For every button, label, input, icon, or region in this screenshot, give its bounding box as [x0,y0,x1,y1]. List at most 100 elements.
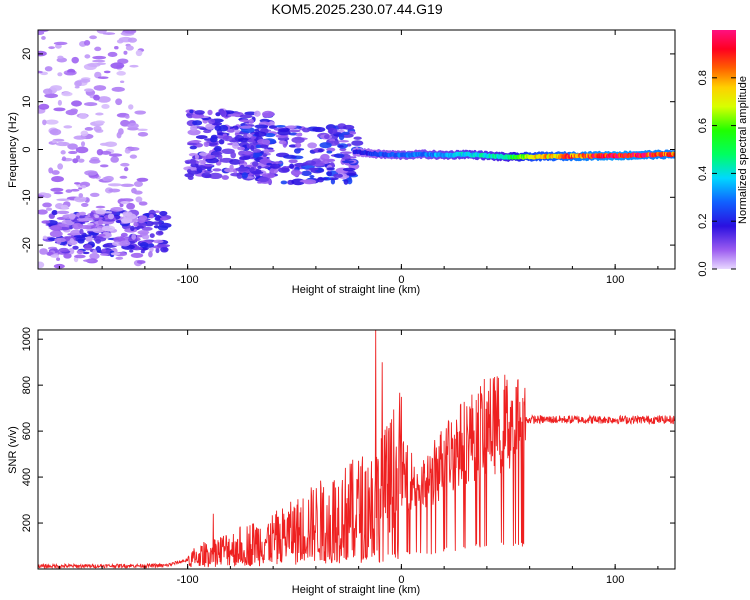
spectral-blob [194,110,205,115]
spectral-blob [45,207,53,211]
spectral-blob [42,119,47,126]
spectral-blob [92,55,107,60]
spectral-blob [197,159,207,164]
spectral-blob [115,256,124,260]
spectral-blob [239,125,253,129]
spectral-blob [100,253,109,256]
spectral-blob [254,131,267,137]
spectral-blob [114,45,119,50]
spectral-blob [83,102,98,107]
spectral-blob [82,259,95,263]
spectral-blob [270,163,281,169]
spectral-blob [73,234,87,238]
y-tick-label: 1000 [21,327,33,351]
spectral-blob [231,142,240,149]
spectral-blob [73,135,87,140]
spectral-blob [153,225,160,229]
spectral-blob [42,88,53,95]
spectral-blob [324,134,330,140]
spectral-blob [82,251,90,255]
spectral-blob [48,46,55,50]
spectral-blob [108,183,122,187]
spectrogram-x-label: Height of straight line (km) [292,284,420,296]
spectral-blob [49,224,62,231]
spectral-blob [100,150,112,155]
spectral-blob [224,167,236,173]
spectral-blob [85,228,100,232]
spectral-blob [212,168,222,172]
spectral-blob [215,112,221,117]
spectral-blob [57,72,63,77]
spectral-blob [97,96,111,103]
spectral-blob [69,108,79,113]
spectral-blob [38,70,43,74]
spectral-blob [149,233,155,238]
colorbar-ticks: 0.0 0.2 0.4 0.6 0.8 [697,70,736,277]
spectral-blob [187,175,194,180]
spectral-blob [68,213,76,220]
spectral-blob [125,45,134,51]
spectral-blob [120,200,131,205]
spectral-blob [257,165,262,170]
spectral-blob [110,207,124,212]
spectral-blob [157,225,169,231]
spectral-blob [38,30,45,35]
spectral-blob [189,158,196,165]
spectral-blob [61,91,73,97]
x-tick-label: 100 [606,574,624,586]
spectral-blob [130,30,136,33]
spectral-blob [327,127,338,135]
spectral-blob [222,135,233,142]
spectral-blob [51,139,57,144]
spectral-blob [252,161,259,167]
spectral-blob [338,133,345,141]
spectral-blob [74,182,81,185]
spectral-blob [53,191,64,195]
colorbar-tick-label: 0.4 [697,166,709,181]
spectral-blob [83,40,91,46]
spectral-blob [55,141,70,147]
spectral-blob [294,171,303,175]
spectral-blob [79,228,84,235]
spectral-blob [94,215,100,219]
spectral-blob [89,192,100,197]
spectral-blob [275,124,286,128]
spectral-blob [243,151,253,155]
spectral-blob [57,163,64,170]
spectral-blob [92,59,106,63]
spectral-blob [115,98,123,106]
spectral-blob [160,246,169,253]
spectral-blob [129,249,134,253]
spectral-blob [116,39,124,44]
spectral-blob [96,62,106,66]
spectral-blob [248,167,255,172]
spectral-blob [204,169,213,174]
spectral-blob [119,175,128,179]
spectral-blob [322,159,330,165]
colorbar-tick-label: 0.6 [697,118,709,133]
colorbar: 0.0 0.2 0.4 0.6 0.8 Normalized spectral ampl… [697,30,749,277]
spectral-blob [239,114,253,119]
snr-data [38,330,675,569]
spectral-blob [87,222,94,226]
spectral-blob [128,104,134,110]
spectral-blob [93,125,102,132]
spectral-blob [301,170,312,177]
spectral-blob [262,153,267,157]
spectral-blob [308,167,319,171]
spectral-blob [123,50,128,55]
spectral-blob [72,222,83,230]
spectral-blob [187,129,201,136]
spectral-blob [84,127,94,131]
spectral-blob [53,107,66,112]
spectral-blob [245,176,254,179]
spectral-blob [154,210,160,214]
spectral-blob [190,125,198,132]
spectral-blob [139,241,149,249]
spectral-blob [134,110,147,115]
spectral-blob [72,245,79,250]
spectral-blob [158,230,164,235]
spectral-blob [319,142,332,149]
spectral-blob [187,142,197,146]
spectral-blob [85,236,93,242]
